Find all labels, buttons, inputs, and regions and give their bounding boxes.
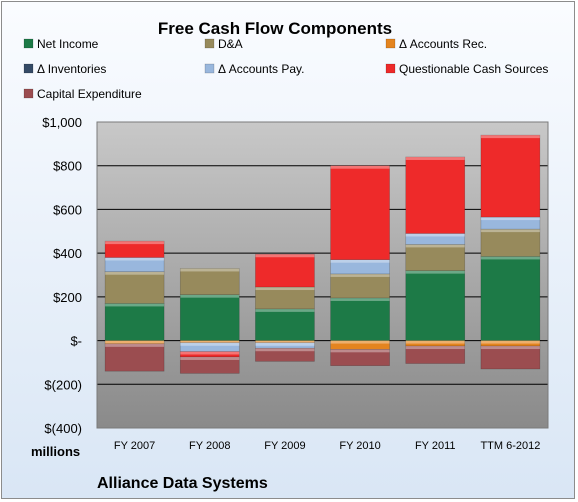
bar-highlight: [180, 340, 240, 343]
bar-segment: [179, 356, 240, 374]
bar-highlight: [480, 340, 540, 344]
unit-label: millions: [31, 444, 80, 459]
plot-border: [96, 121, 549, 429]
y-tick-label: $1,000: [42, 115, 82, 130]
bar-segment: [330, 349, 390, 367]
bar-segment: [104, 271, 165, 304]
bar-segment: [480, 134, 541, 218]
legend-entry: Δ Accounts Pay.: [218, 62, 305, 76]
bar-highlight: [330, 340, 390, 344]
x-tick-label: FY 2007: [114, 440, 155, 452]
bar-highlight: [255, 342, 315, 346]
bar-highlight: [405, 346, 465, 350]
bar-segment: [480, 256, 541, 341]
legend-swatch: [23, 63, 34, 74]
bar-segment: [179, 268, 240, 295]
bar-segment: [405, 156, 466, 234]
bar-highlight: [480, 217, 540, 221]
bar-segment: [480, 345, 541, 370]
bar-highlight: [105, 340, 165, 344]
bar-highlight: [255, 340, 315, 343]
bar-highlight: [105, 303, 165, 307]
bar-highlight: [405, 270, 465, 274]
legend-swatch: [23, 38, 34, 49]
legend-swatch: [204, 38, 215, 49]
y-tick-label: $-: [70, 334, 82, 349]
bar-segment: [330, 165, 390, 260]
x-tick-label: FY 2008: [189, 440, 230, 452]
x-tick-label: FY 2009: [264, 440, 305, 452]
axes: $1,000 $800 $600 $400 $200 $- $(200) $(400) FY 2…: [42, 115, 540, 452]
legend-entry: Δ Accounts Rec.: [399, 37, 487, 51]
bar-highlight: [105, 271, 165, 275]
bar-highlight: [330, 165, 390, 169]
bar-highlight: [180, 294, 240, 298]
y-tick-label: $800: [53, 159, 82, 174]
bar-highlight: [405, 340, 465, 344]
legend: Net Income D&A Δ Accounts Rec. Δ Inventorie…: [23, 37, 548, 101]
y-tick-label: $200: [53, 290, 82, 305]
x-tick-label: FY 2010: [339, 440, 380, 452]
bar-segment: [480, 228, 541, 257]
bar-highlight: [330, 259, 390, 263]
company-name: Alliance Data Systems: [97, 475, 268, 492]
legend-swatch: [204, 63, 215, 74]
legend-entry: Questionable Cash Sources: [399, 62, 548, 76]
bar-highlight: [405, 233, 465, 237]
bar-segment: [104, 303, 165, 341]
bar-segment: [405, 345, 466, 364]
bar-highlight: [255, 348, 315, 352]
bar-highlight: [180, 351, 240, 355]
bar-highlight: [330, 297, 390, 301]
bar-highlight: [405, 244, 465, 248]
bar-highlight: [180, 342, 240, 346]
bar-segment: [405, 270, 466, 341]
bar-highlight: [330, 273, 390, 277]
y-tick-label: $400: [53, 246, 82, 261]
legend-entry: D&A: [218, 37, 243, 51]
bar-highlight: [330, 349, 390, 353]
x-tick-label: TTM 6-2012: [480, 440, 540, 452]
bar-highlight: [105, 241, 165, 245]
chart-title: Free Cash Flow Components: [158, 19, 392, 38]
bar-highlight: [180, 356, 240, 360]
bar-segment: [255, 308, 315, 341]
plot-background: [97, 122, 548, 428]
bar-highlight: [480, 229, 540, 233]
bar-highlight: [255, 287, 315, 291]
bar-segment: [179, 294, 240, 341]
bar-highlight: [105, 343, 165, 347]
bar-segment: [330, 273, 390, 299]
bar-highlight: [105, 257, 165, 261]
bar-segment: [330, 297, 390, 341]
bar-highlight: [480, 346, 540, 350]
legend-entry: Capital Expenditure: [37, 87, 142, 101]
bar-highlight: [180, 268, 240, 272]
bar-segment: [104, 343, 165, 372]
bar-highlight: [480, 135, 540, 139]
bar-segment: [255, 286, 315, 310]
legend-swatch: [23, 88, 34, 99]
legend-entry: Net Income: [37, 37, 99, 51]
bar-highlight: [255, 308, 315, 312]
legend-swatch: [385, 63, 396, 74]
legend-entry: Δ Inventories: [37, 62, 106, 76]
x-tick-label: FY 2011: [415, 440, 456, 452]
bar-highlight: [480, 256, 540, 260]
bar-segment: [255, 253, 315, 288]
legend-swatch: [385, 38, 396, 49]
bar-highlight: [255, 254, 315, 258]
y-tick-label: $(200): [44, 377, 82, 392]
plot-area: [96, 121, 549, 429]
y-tick-label: $600: [53, 202, 82, 217]
bar-segment: [255, 347, 315, 362]
bar-segment: [104, 240, 165, 258]
bar-segment: [405, 244, 466, 271]
bar-highlight: [405, 156, 465, 160]
y-tick-label: $(400): [44, 421, 82, 436]
